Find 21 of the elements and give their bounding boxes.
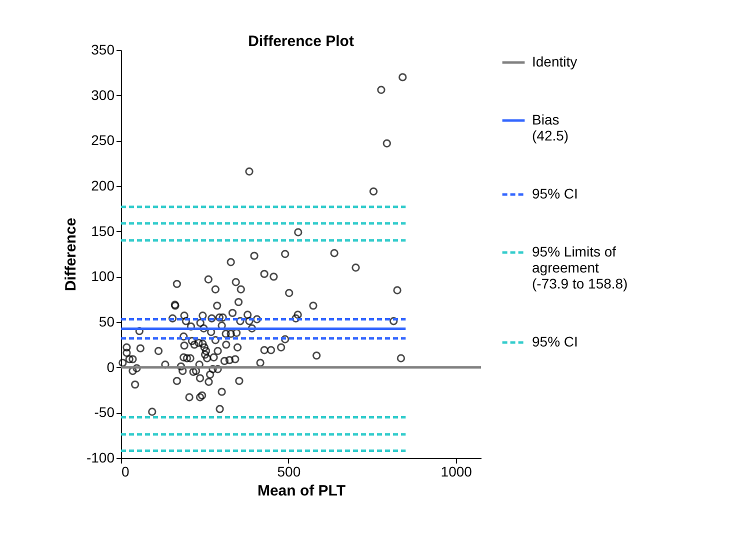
y-axis-title: Difference <box>62 218 80 292</box>
legend-label: 95% Limits of agreement (-73.9 to 158.8) <box>532 244 628 292</box>
y-tick-label: 200 <box>91 178 115 194</box>
y-tick-label: 350 <box>91 42 115 58</box>
x-tick-label: 0 <box>122 464 130 480</box>
chart-title: Difference Plot <box>248 33 354 50</box>
legend-label: Bias (42.5) <box>532 112 569 144</box>
y-tick-label: 250 <box>91 132 115 148</box>
y-tick-label: -50 <box>94 404 115 420</box>
x-tick-label: 500 <box>277 464 301 480</box>
legend-label: Identity <box>532 54 578 70</box>
y-tick-label: 150 <box>91 222 115 239</box>
y-tick-label: 0 <box>106 358 115 375</box>
y-tick-label: 300 <box>91 86 115 103</box>
x-tick-label: 1000 <box>440 464 472 480</box>
y-tick-label: 100 <box>91 268 115 284</box>
x-axis-title: Mean of PLT <box>257 482 346 500</box>
legend-label: 95% CI <box>532 334 578 350</box>
y-tick-label: 50 <box>98 314 115 330</box>
legend-label: 95% CI <box>532 186 578 202</box>
y-tick-label: -100 <box>86 450 115 466</box>
